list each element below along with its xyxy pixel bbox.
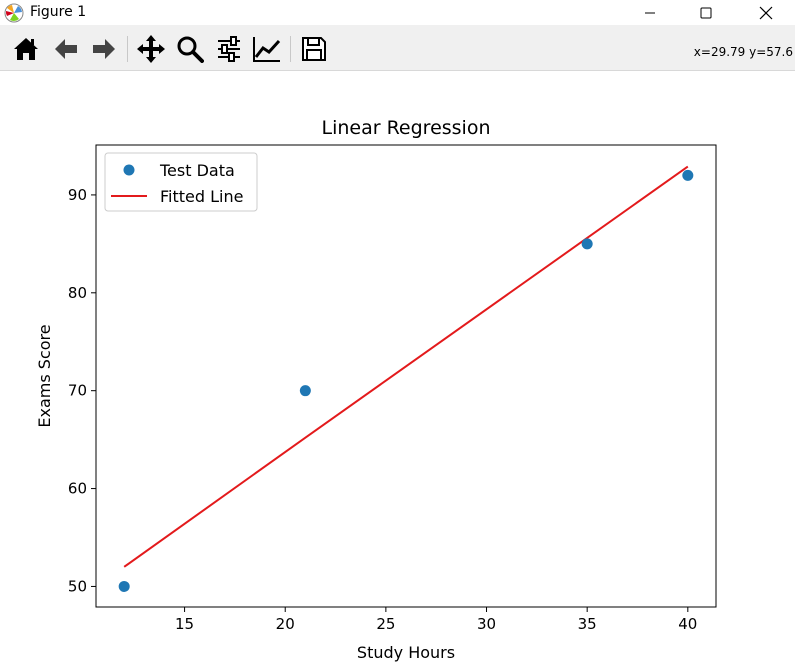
chart-title: Linear Regression [321,117,490,139]
matplotlib-icon [4,3,24,23]
save-button[interactable] [298,33,330,65]
x-tick-label: 30 [477,615,496,633]
configure-subplots-button[interactable] [213,33,245,65]
figure-canvas[interactable]: Linear Regression 15 20 25 30 35 40 50 60 70 80 9… [0,72,795,666]
data-point [299,385,311,397]
y-tick-label: 70 [68,382,87,400]
minimize-button[interactable] [627,0,673,25]
legend-label: Fitted Line [160,187,243,206]
y-tick-label: 90 [68,186,87,204]
fitted-line [123,165,689,568]
y-tick-label: 80 [68,284,87,302]
zoom-button[interactable] [174,33,206,65]
toolbar-separator [127,36,128,62]
edit-axis-icon [252,35,282,63]
x-tick-label: 15 [175,615,194,633]
legend-label: Test Data [159,161,235,180]
forward-arrow-icon [90,35,118,63]
x-tick-label: 35 [578,615,597,633]
home-icon [12,35,40,63]
data-point [682,169,694,181]
y-tick-label: 60 [68,480,87,498]
legend-marker-scatter [123,164,135,176]
maximize-button[interactable] [683,0,729,25]
window-title: Figure 1 [30,4,87,20]
y-axis: 50 60 70 80 90 [68,186,96,595]
back-arrow-icon [52,35,80,63]
close-icon [759,6,773,20]
x-tick-label: 25 [376,615,395,633]
plot-area[interactable] [95,144,717,608]
navigation-toolbar: x=29.79 y=57.6 [0,25,795,71]
x-axis-label: Study Hours [357,643,455,662]
minimize-icon [644,7,656,19]
forward-button[interactable] [88,33,120,65]
data-point [581,238,593,250]
save-icon [300,35,328,63]
x-tick-label: 20 [276,615,295,633]
pan-button[interactable] [135,33,167,65]
pan-icon [136,34,166,64]
configure-subplots-icon [215,35,243,63]
series-layer [118,165,694,592]
legend[interactable]: Test Data Fitted Line [104,152,258,212]
toolbar-separator [290,36,291,62]
y-axis-label: Exams Score [35,324,54,427]
data-point [118,580,130,592]
cursor-coordinates: x=29.79 y=57.6 [693,45,793,59]
zoom-icon [176,35,204,63]
y-tick-label: 50 [68,577,87,595]
chart-svg[interactable]: Linear Regression 15 20 25 30 35 40 50 60 70 80 9… [0,72,795,666]
close-button[interactable] [743,0,789,25]
maximize-icon [700,7,712,19]
back-button[interactable] [50,33,82,65]
home-button[interactable] [10,33,42,65]
edit-axis-button[interactable] [251,33,283,65]
x-axis: 15 20 25 30 35 40 [175,607,697,633]
window-titlebar: Figure 1 [0,0,795,25]
x-tick-label: 40 [678,615,697,633]
